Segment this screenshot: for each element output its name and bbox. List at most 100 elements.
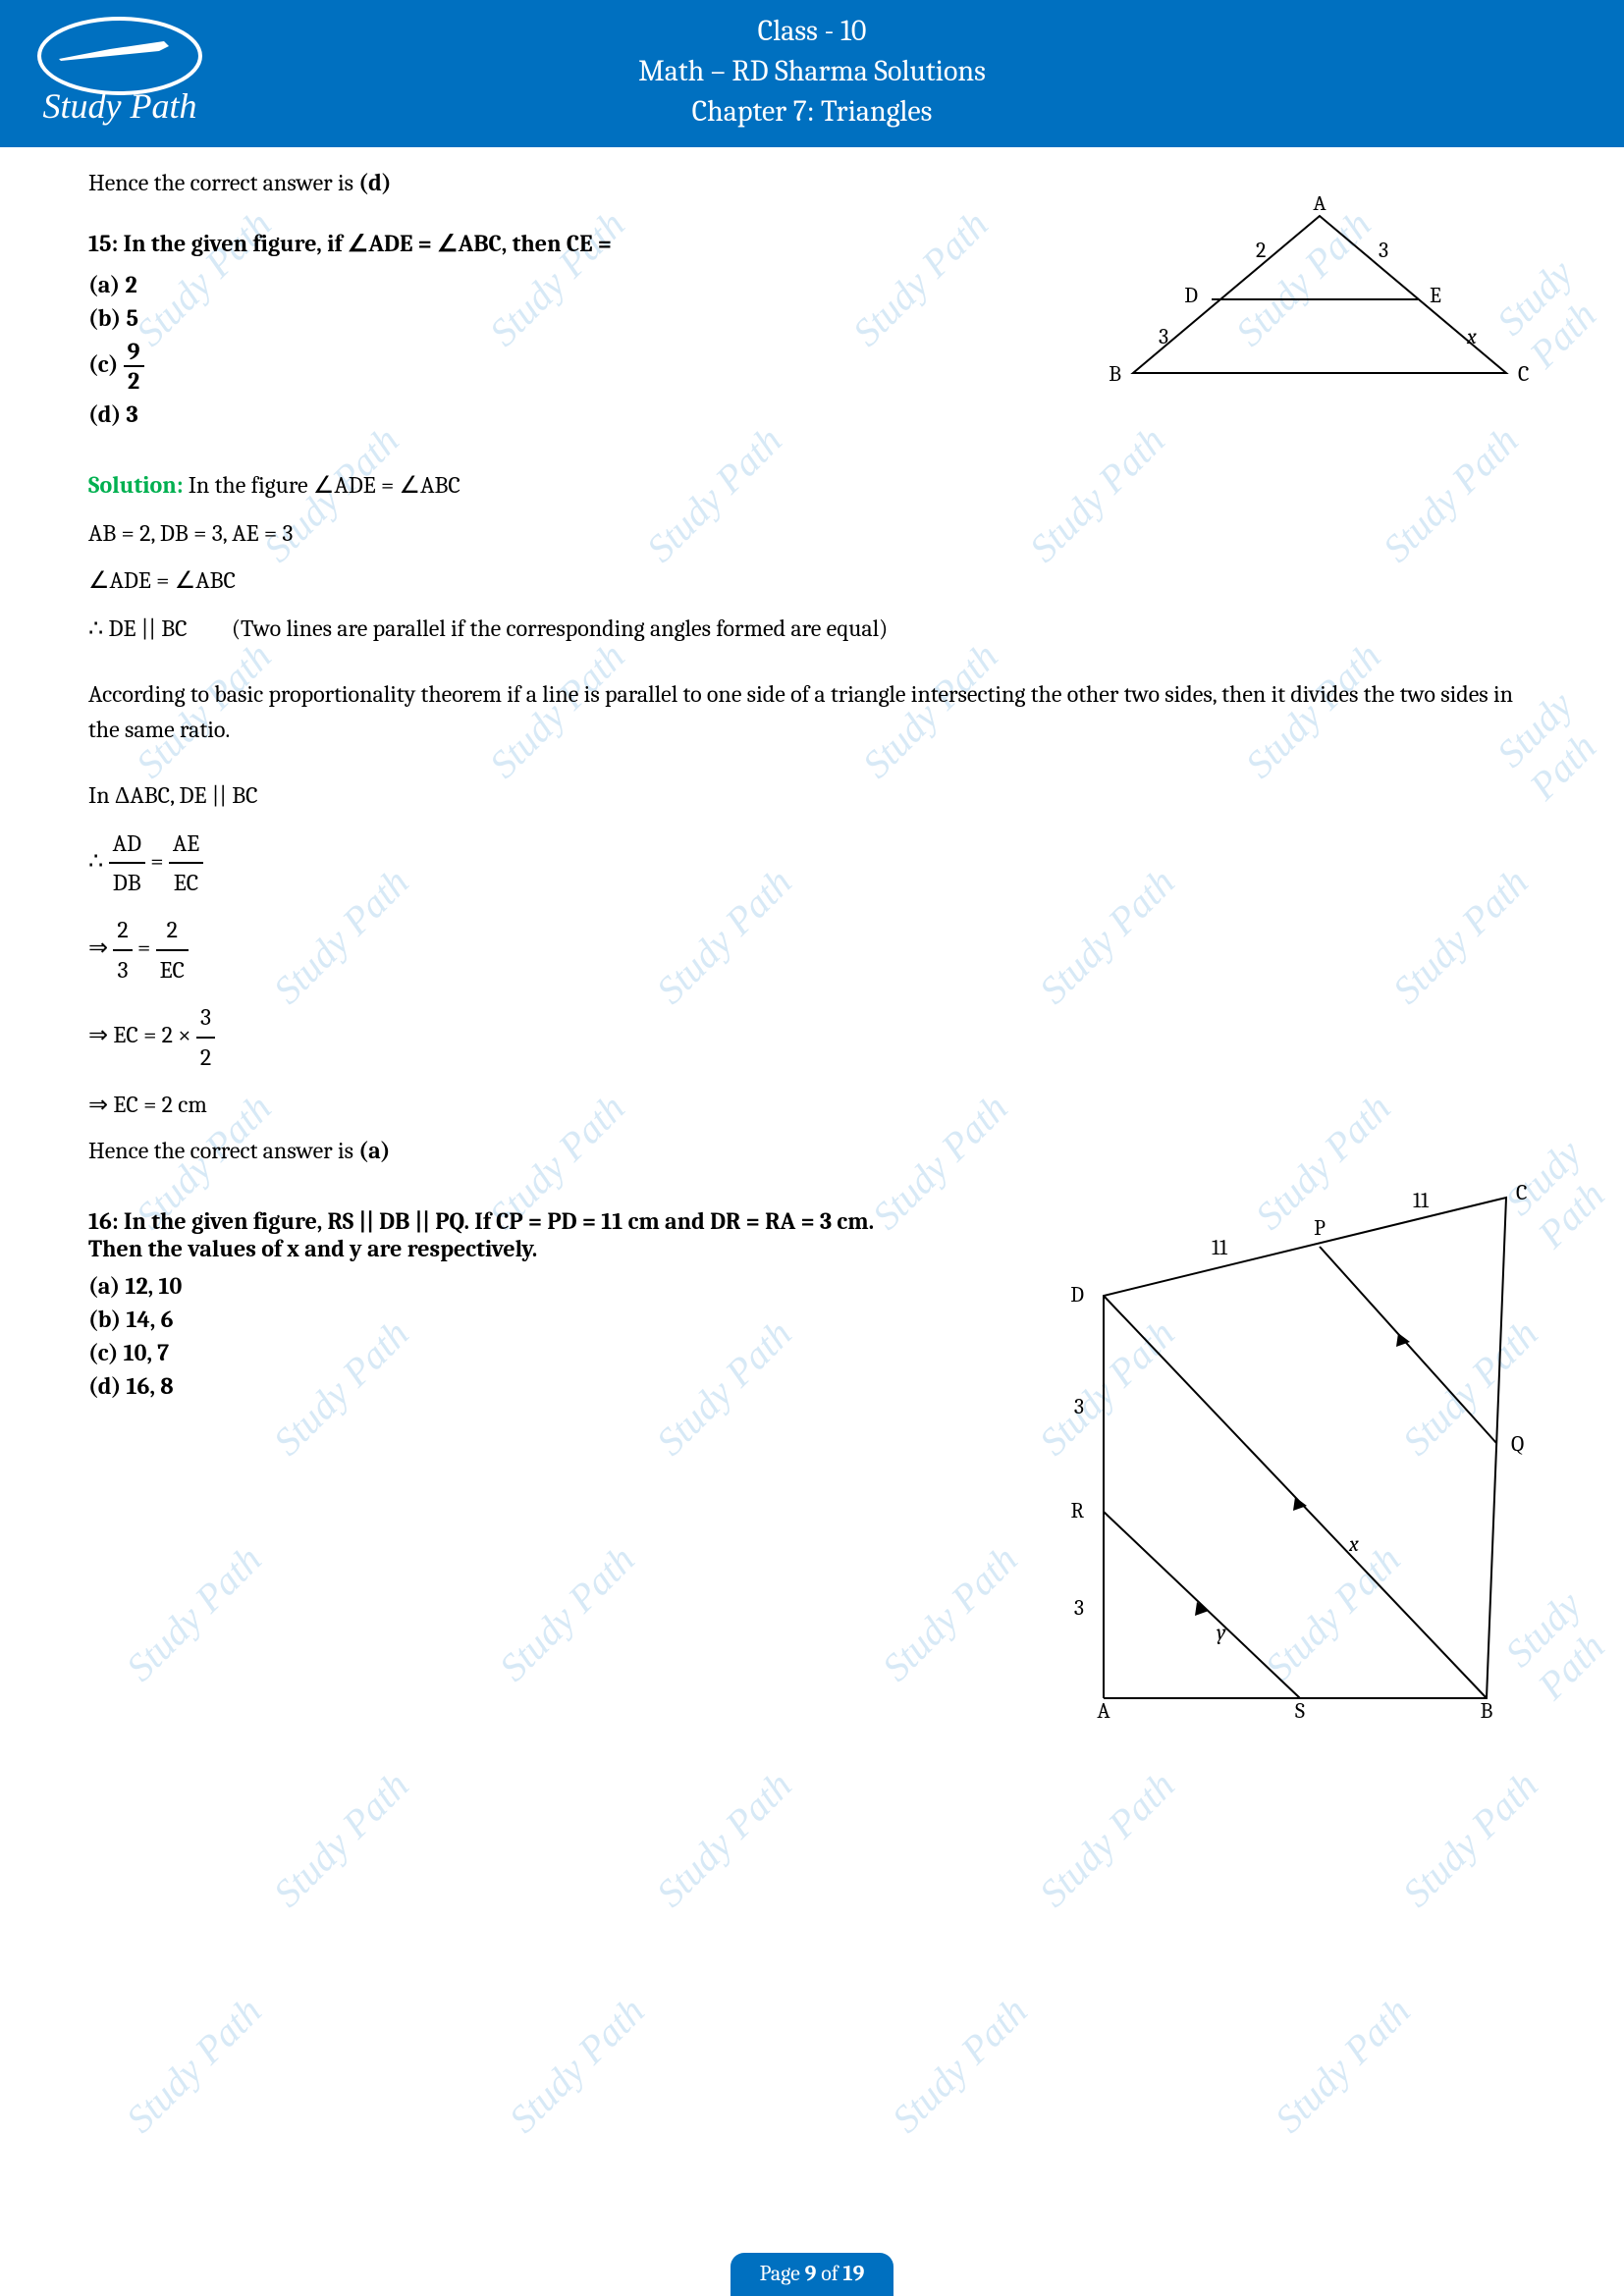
svg-text:B: B	[1109, 361, 1121, 387]
q15-eq1: ∴ ADDB = AEEC	[88, 825, 1536, 902]
q15-option-b: (b) 5	[88, 304, 893, 332]
svg-text:C: C	[1518, 361, 1529, 387]
q15-eq3-d: 2	[196, 1039, 215, 1076]
svg-text:P: P	[1314, 1215, 1326, 1241]
svg-text:y: y	[1217, 1620, 1226, 1645]
page-content: Hence the correct answer is (d) 15: In t…	[0, 147, 1624, 1400]
svg-text:Study Path: Study Path	[43, 86, 197, 126]
q15-sol-line3: ∠ADE = ∠ABC	[88, 561, 1536, 599]
watermark-text: Study Path	[117, 1536, 271, 1690]
svg-text:D: D	[1184, 283, 1198, 308]
q15-eq2-d2: EC	[156, 951, 189, 988]
q15-sol-line1: In the figure ∠ADE = ∠ABC	[183, 471, 460, 499]
svg-text:3: 3	[1074, 1595, 1084, 1621]
prev-answer-line: Hence the correct answer is (d)	[88, 165, 1536, 200]
q15-eq1-n1: AD	[109, 825, 145, 864]
header-class: Class - 10	[0, 14, 1624, 48]
solution-label: Solution:	[88, 471, 183, 499]
q16-option-d: (d) 16, 8	[88, 1372, 893, 1400]
q15-option-a: (a) 2	[88, 271, 893, 298]
q15-eq1-d1: DB	[109, 864, 145, 901]
q15-sol-line4: ∴ DE || BC (Two lines are parallel if th…	[88, 610, 1536, 647]
logo-icon: Study Path	[22, 12, 218, 130]
svg-text:x: x	[1466, 324, 1477, 349]
watermark-text: Study Path	[1030, 1762, 1184, 1916]
question-16: 16: In the given figure, RS || DB || PQ.…	[88, 1207, 893, 1400]
footer-current-page: 9	[805, 2261, 817, 2286]
svg-text:R: R	[1071, 1498, 1085, 1523]
q15-sol-theorem: According to basic proportionality theor…	[88, 676, 1536, 747]
footer-mid: of	[816, 2261, 842, 2286]
page-header: Study Path Class - 10 Math – RD Sharma S…	[0, 0, 1624, 147]
q15-figure: A B C D E 2 3 3 x	[1104, 196, 1536, 402]
q16-figure: A B C D P Q R S 11 11 3 3 x y	[1055, 1178, 1536, 1718]
svg-text:2: 2	[1256, 238, 1266, 263]
svg-text:Q: Q	[1511, 1431, 1524, 1457]
watermark-text: Study Path	[873, 1536, 1027, 1690]
question-15: 15: In the given figure, if ∠ADE = ∠ABC,…	[88, 230, 893, 428]
q15-sol-line5: In ΔABC, DE || BC	[88, 776, 1536, 814]
q15-eq2: ⇒ 23 = 2EC	[88, 911, 1536, 988]
watermark-text: Study Path	[490, 1536, 644, 1690]
svg-text:3: 3	[1379, 238, 1388, 263]
q15-eq2-d1: 3	[113, 951, 132, 988]
svg-text:D: D	[1070, 1282, 1084, 1308]
q15-eq2-pre: ⇒	[88, 934, 113, 961]
watermark-text: Study Path	[500, 1988, 654, 2142]
watermark-text: Study Path	[647, 1762, 801, 1916]
q15-conclusion: Hence the correct answer is (a)	[88, 1133, 1536, 1168]
svg-text:E: E	[1430, 283, 1441, 308]
svg-text:B: B	[1481, 1698, 1493, 1718]
q15-option-c-num: 9	[124, 338, 144, 367]
header-subject: Math – RD Sharma Solutions	[0, 54, 1624, 88]
q15-eq2-n1: 2	[113, 911, 132, 950]
svg-text:3: 3	[1074, 1394, 1084, 1419]
svg-text:A: A	[1313, 196, 1326, 216]
q15-eq3: ⇒ EC = 2 × 32	[88, 998, 1536, 1076]
q15-heading: 15: In the given figure, if ∠ADE = ∠ABC,…	[88, 230, 893, 257]
watermark-text: Study Path	[264, 1762, 418, 1916]
q15-eq3-n: 3	[196, 998, 215, 1038]
q15-option-c: (c) 92	[88, 338, 893, 395]
q15-eq2-n2: 2	[156, 911, 189, 950]
page-number-pill: Page 9 of 19	[731, 2253, 894, 2296]
q15-concl-text: Hence the correct answer is	[88, 1137, 358, 1164]
q15-solution: Solution: In the figure ∠ADE = ∠ABC AB =…	[88, 467, 1536, 1168]
footer-prefix: Page	[760, 2261, 805, 2286]
watermark-text: Study Path	[1266, 1988, 1420, 2142]
svg-text:11: 11	[1212, 1235, 1228, 1260]
q15-eq3-pre: ⇒ EC = 2 ×	[88, 1021, 196, 1048]
q15-eq4: ⇒ EC = 2 cm	[88, 1086, 1536, 1123]
watermark-text: Study Path	[1393, 1762, 1547, 1916]
q16-option-b: (b) 14, 6	[88, 1306, 893, 1333]
q15-eq1-n2: AE	[169, 825, 203, 864]
q15-sol-line4-prefix: ∴ DE || BC	[88, 614, 188, 642]
svg-text:C: C	[1516, 1180, 1527, 1205]
header-chapter: Chapter 7: Triangles	[0, 94, 1624, 129]
study-path-logo: Study Path	[22, 12, 218, 130]
q15-option-d: (d) 3	[88, 400, 893, 428]
page-footer: Page 9 of 19	[0, 2253, 1624, 2296]
svg-text:3: 3	[1159, 324, 1168, 349]
svg-text:x: x	[1348, 1531, 1359, 1557]
q16-option-a: (a) 12, 10	[88, 1272, 893, 1300]
q15-eq2-mid: =	[133, 934, 156, 961]
q16-option-c: (c) 10, 7	[88, 1339, 893, 1366]
prev-answer-text: Hence the correct answer is	[88, 169, 358, 196]
q15-eq1-d2: EC	[169, 864, 203, 901]
svg-text:A: A	[1097, 1698, 1110, 1718]
q15-option-c-label: (c)	[88, 350, 124, 378]
svg-text:11: 11	[1413, 1188, 1430, 1213]
q15-option-c-den: 2	[124, 367, 144, 395]
watermark-text: Study Path	[117, 1988, 271, 2142]
q15-eq1-mid: =	[145, 847, 169, 875]
q15-concl-choice: (a)	[358, 1137, 390, 1164]
footer-total-pages: 19	[843, 2261, 865, 2286]
q16-heading: 16: In the given figure, RS || DB || PQ.…	[88, 1207, 893, 1262]
q15-eq1-pre: ∴	[88, 847, 109, 875]
prev-answer-choice: (d)	[358, 169, 391, 196]
q15-sol-line2: AB = 2, DB = 3, AE = 3	[88, 514, 1536, 552]
q15-sol-line4-note: (Two lines are parallel if the correspon…	[192, 614, 888, 642]
watermark-text: Study Path	[883, 1988, 1037, 2142]
svg-text:S: S	[1295, 1698, 1305, 1718]
